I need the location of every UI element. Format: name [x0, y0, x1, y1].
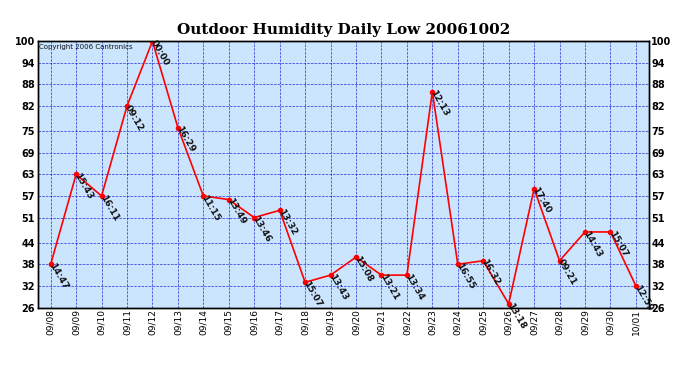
Text: 13:46: 13:46 [250, 215, 273, 244]
Text: 17:40: 17:40 [531, 186, 553, 215]
Text: 15:43: 15:43 [72, 172, 95, 201]
Text: 13:21: 13:21 [378, 272, 400, 302]
Text: 11:15: 11:15 [199, 193, 221, 222]
Text: 13:18: 13:18 [505, 301, 527, 330]
Title: Outdoor Humidity Daily Low 20061002: Outdoor Humidity Daily Low 20061002 [177, 23, 510, 37]
Text: 13:49: 13:49 [225, 197, 248, 226]
Text: 12:13: 12:13 [428, 89, 451, 118]
Text: 00:00: 00:00 [149, 39, 170, 68]
Text: 09:21: 09:21 [556, 258, 578, 287]
Text: 14:43: 14:43 [582, 229, 604, 259]
Text: Copyright 2006 Cantronics: Copyright 2006 Cantronics [39, 44, 132, 50]
Text: 16:29: 16:29 [175, 125, 197, 154]
Text: 15:08: 15:08 [353, 254, 375, 284]
Text: 16:11: 16:11 [98, 193, 120, 222]
Text: 14:47: 14:47 [47, 261, 69, 291]
Text: 15:07: 15:07 [302, 279, 324, 309]
Text: 12:59: 12:59 [632, 283, 654, 312]
Text: 13:43: 13:43 [327, 272, 349, 302]
Text: 16:55: 16:55 [454, 261, 476, 291]
Text: 13:32: 13:32 [276, 208, 298, 237]
Text: 16:32: 16:32 [480, 258, 502, 287]
Text: 09:12: 09:12 [124, 103, 146, 132]
Text: 15:07: 15:07 [607, 229, 629, 258]
Text: 13:34: 13:34 [403, 272, 426, 302]
